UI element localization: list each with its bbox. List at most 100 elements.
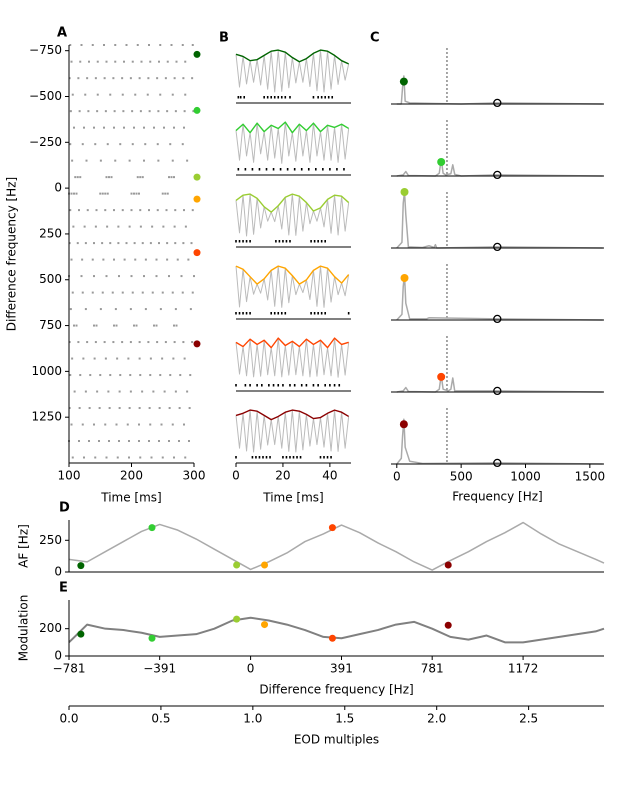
spike [68,77,71,80]
spike [133,242,136,245]
spike [329,384,331,387]
spike [131,60,134,63]
spike [125,44,128,46]
spike [130,275,133,278]
spectrum [396,191,603,249]
spike [158,440,160,443]
spike [128,456,130,459]
example-point [261,621,269,629]
spike [148,209,150,212]
envelope [235,121,350,134]
spike [312,96,315,99]
spike [284,96,287,99]
spike [121,93,124,96]
data-line [68,521,605,571]
x-tick-label: 0 [232,469,240,483]
spike [166,60,169,63]
spike [188,440,190,443]
y-axis-label: Difference frequency [Hz] [5,177,19,331]
af-peak [399,420,408,429]
example-point [261,561,269,569]
spike [76,176,79,179]
spike [68,341,71,344]
spike [293,384,296,387]
example-point [148,634,156,642]
spike [99,192,102,195]
spike [103,341,106,344]
af-peak [399,77,408,86]
spike [138,192,140,195]
spike [118,440,120,443]
spike [235,240,237,243]
x-tick-label: 781 [421,662,444,676]
spike [109,242,112,245]
spike [94,456,97,459]
y-tick-label: −500 [29,89,62,103]
spike [310,312,312,315]
spike [157,159,160,162]
spike [83,126,85,129]
spike [108,176,110,179]
spike [171,93,174,96]
y-tick-label: 1250 [31,410,62,424]
spike [159,44,162,46]
spike [81,423,84,426]
spike [73,324,75,327]
spike [324,240,326,243]
spike [191,209,194,212]
spike [139,374,142,377]
spike [78,407,81,410]
spike [103,44,105,46]
spike [183,110,186,113]
spike [114,308,117,311]
spike [84,308,87,311]
spike [91,258,94,261]
spike [320,240,323,243]
spike [296,456,298,459]
x-axis-label: Frequency [Hz] [452,490,543,504]
af-peak [437,372,446,381]
x-tick-label: 100 [58,469,81,483]
spike [143,275,145,278]
spike [93,423,95,426]
spike [99,374,102,377]
spike [324,312,326,315]
spike [183,357,186,360]
x-tick-label: 1.0 [243,712,262,726]
spike [171,159,174,162]
spike [99,159,102,162]
spike [188,407,191,410]
spike [139,176,142,179]
spike [184,93,187,96]
spike [151,291,154,294]
spike [141,390,144,393]
spike [265,168,268,171]
spike [69,374,72,377]
spike [105,275,108,278]
spike [95,324,98,327]
spike [71,456,74,459]
spike [161,192,164,195]
envelope [235,337,349,349]
spike [115,423,118,426]
spike [245,312,248,315]
panel-label: E [59,581,68,596]
spike [175,60,178,63]
spike [320,312,323,315]
af-peak [400,188,409,196]
panel-label: B [219,31,229,46]
spike [158,407,161,410]
spike [255,456,257,459]
spike [235,312,237,315]
spike [104,423,107,426]
x-tick-label: 1000 [510,470,541,484]
spike [273,96,276,99]
af-peak [400,274,409,282]
signal-trace [235,49,350,93]
spike [322,168,324,171]
spike [272,168,275,171]
spike [138,357,141,360]
spike [135,324,138,327]
spike [82,357,85,360]
spike [286,168,289,171]
